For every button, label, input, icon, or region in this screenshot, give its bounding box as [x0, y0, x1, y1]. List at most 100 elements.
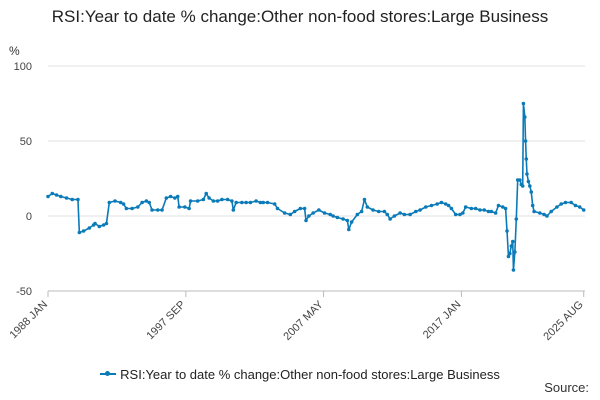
y-tick-label: 100: [14, 61, 32, 73]
data-point: [345, 218, 350, 223]
data-point: [173, 196, 177, 200]
data-point: [254, 199, 258, 203]
data-point: [429, 203, 434, 208]
data-point: [155, 208, 160, 212]
data-point: [234, 200, 238, 205]
data-point: [509, 244, 514, 248]
data-point: [201, 197, 206, 202]
data-point: [164, 196, 169, 200]
x-tick-label: 2017 JAN: [421, 299, 464, 342]
data-point: [463, 205, 468, 209]
data-point: [77, 230, 82, 235]
data-point: [538, 211, 542, 215]
data-point: [87, 226, 92, 230]
data-point: [443, 202, 448, 206]
legend-item[interactable]: RSI:Year to date % change:Other non-food…: [100, 367, 500, 382]
data-point: [503, 206, 508, 211]
series-line: [47, 102, 585, 271]
data-point: [506, 254, 511, 259]
data-point: [211, 199, 216, 203]
data-point: [160, 208, 164, 212]
data-point: [322, 211, 327, 215]
data-point: [118, 200, 123, 205]
data-point: [46, 194, 50, 199]
data-point: [258, 200, 263, 205]
data-point: [523, 115, 527, 119]
data-point: [298, 206, 303, 211]
legend[interactable]: RSI:Year to date % change:Other non-food…: [0, 366, 600, 382]
data-point: [104, 221, 109, 226]
data-point: [478, 208, 482, 212]
data-point: [439, 200, 444, 205]
data-point: [529, 190, 534, 194]
data-point: [532, 209, 536, 214]
data-point: [493, 211, 498, 215]
data-point: [130, 206, 134, 211]
data-point: [489, 209, 494, 214]
data-point: [520, 184, 525, 188]
data-point: [435, 202, 439, 206]
data-point: [573, 203, 578, 208]
data-point: [376, 209, 381, 214]
data-point: [359, 209, 364, 214]
source-label: Source:: [544, 380, 589, 395]
data-point: [121, 202, 126, 206]
data-point: [195, 199, 200, 203]
data-point: [510, 239, 515, 244]
data-point: [188, 199, 193, 203]
x-tick-label: 1988 JAN: [7, 299, 50, 342]
data-point: [524, 157, 529, 161]
series-points-group: [46, 101, 586, 272]
data-point: [136, 205, 140, 209]
data-point: [563, 200, 568, 205]
data-point: [371, 208, 375, 212]
data-point: [458, 212, 462, 217]
data-point: [525, 172, 529, 176]
data-point: [272, 202, 277, 206]
data-point: [248, 200, 253, 205]
data-point: [331, 214, 335, 218]
data-point: [461, 211, 465, 215]
data-point: [97, 224, 102, 229]
data-point: [76, 197, 80, 202]
data-point: [521, 101, 526, 106]
data-point: [469, 206, 474, 211]
data-point: [385, 212, 390, 217]
data-point: [398, 211, 402, 215]
data-point: [220, 197, 224, 202]
x-tick-label: 1997 SEP: [144, 299, 188, 343]
data-point: [93, 221, 97, 226]
data-point: [362, 197, 367, 202]
data-point: [449, 206, 454, 211]
data-point: [215, 199, 220, 203]
data-point: [418, 208, 422, 212]
data-point: [549, 209, 554, 214]
x-tick-label: 2025 AUG: [541, 299, 585, 343]
data-point: [307, 214, 311, 218]
data-point: [523, 139, 528, 143]
data-point: [341, 217, 345, 221]
data-point: [81, 229, 86, 233]
y-tick-label: -50: [16, 286, 32, 298]
data-point: [382, 209, 387, 214]
data-point: [204, 191, 209, 196]
data-point: [288, 212, 293, 217]
data-point: [453, 212, 458, 217]
data-point: [140, 200, 144, 205]
data-point: [559, 202, 563, 206]
data-point: [304, 218, 308, 223]
data-point: [496, 203, 501, 208]
data-point: [355, 212, 360, 217]
data-point: [147, 200, 152, 205]
data-point: [150, 208, 154, 212]
y-axis-unit-label: %: [9, 44, 20, 58]
data-point: [446, 203, 451, 208]
data-point: [514, 217, 519, 221]
data-point: [388, 217, 392, 221]
data-point: [311, 211, 315, 215]
data-point: [302, 206, 307, 211]
data-point: [177, 205, 181, 209]
data-point: [577, 205, 582, 209]
data-point: [113, 199, 117, 203]
